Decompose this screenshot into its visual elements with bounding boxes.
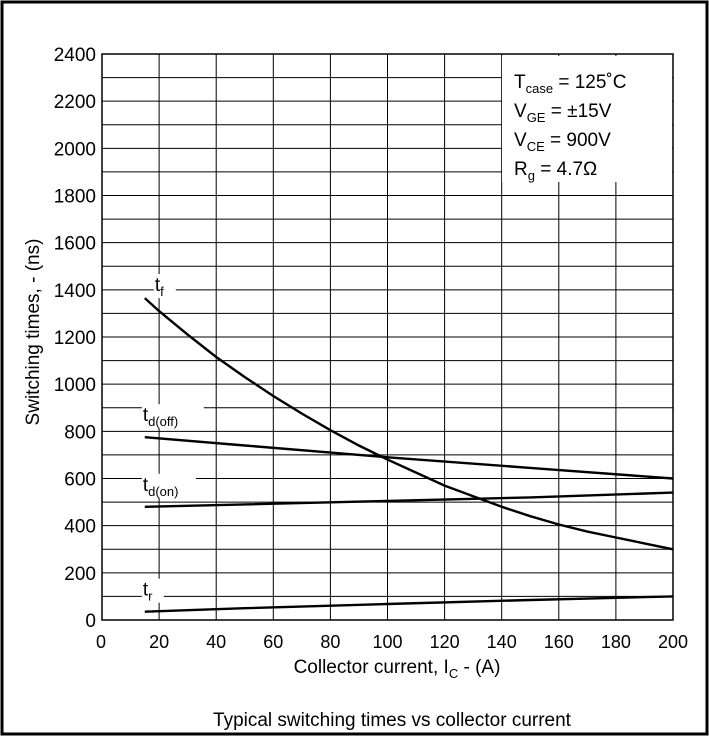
y-tick-label: 800: [64, 422, 96, 443]
y-tick-label: 1400: [54, 281, 96, 302]
curve-label-r: tr: [143, 580, 153, 604]
y-tick-label: 1200: [54, 328, 96, 349]
x-tick-label: 60: [263, 632, 283, 652]
grid: [102, 54, 673, 620]
x-axis-label-main: Collector current, I: [294, 657, 449, 678]
curve-r: [144, 595, 674, 613]
condition-line: Tcase = 125˚C: [514, 72, 626, 96]
x-axis-label-tail: - (A): [458, 657, 500, 678]
y-tick-label: 0: [85, 611, 96, 632]
x-tick-label: 200: [658, 632, 688, 652]
curve-label-bg: [153, 274, 176, 299]
x-tick-label: 40: [206, 632, 226, 652]
x-tick-label: 180: [601, 632, 631, 652]
curve-label-d(off): td(off): [143, 405, 178, 429]
y-tick-label: 1000: [54, 375, 96, 396]
y-axis-label: Switching times, - (ns): [23, 239, 44, 426]
curve-label-bg: [141, 578, 164, 603]
y-tick-label: 1600: [54, 234, 96, 255]
curves: [143, 297, 674, 613]
x-tick-label: 120: [430, 632, 460, 652]
x-tick-label: 0: [96, 632, 106, 652]
curve-label-bg: [141, 404, 204, 429]
curve-labels: tf td(off) td(on) tr: [141, 274, 204, 604]
y-tick-label: 200: [64, 564, 96, 585]
y-tick-label: 2400: [54, 45, 96, 66]
x-tick-label: 160: [544, 632, 574, 652]
tick-labels: 0200400600800100012001400160018002000220…: [54, 45, 688, 652]
x-tick-label: 80: [320, 632, 340, 652]
curve-label-bg: [141, 473, 196, 498]
curve-d(on): [144, 491, 674, 508]
curve-label-f: tf: [155, 275, 164, 299]
y-tick-label: 1800: [54, 187, 96, 208]
y-tick-label: 600: [64, 470, 96, 491]
condition-line: Rg = 4.7Ω: [514, 159, 597, 183]
x-axis-label: Collector current, IC - (A): [294, 657, 501, 681]
x-tick-label: 20: [149, 632, 169, 652]
plot-border: [101, 53, 674, 621]
y-tick-label: 400: [64, 517, 96, 538]
condition-line: VGE = ±15V: [514, 101, 612, 125]
y-tick-label: 2200: [54, 92, 96, 113]
x-axis-label-sub: C: [449, 666, 458, 681]
y-tick-label: 2000: [54, 139, 96, 160]
conditions-box: Tcase = 125˚C VGE = ±15V VCE = 900V Rg = 4.…: [502, 56, 672, 183]
curve-d(off): [144, 436, 674, 480]
chart-title: Typical switching times vs collector cur…: [213, 710, 572, 731]
curve-label-d(on): td(on): [143, 475, 179, 499]
condition-line: VCE = 900V: [514, 130, 611, 154]
curve-f: [143, 297, 674, 551]
x-tick-label: 100: [372, 632, 402, 652]
conditions-box-bg: [502, 56, 672, 182]
x-tick-label: 140: [487, 632, 517, 652]
